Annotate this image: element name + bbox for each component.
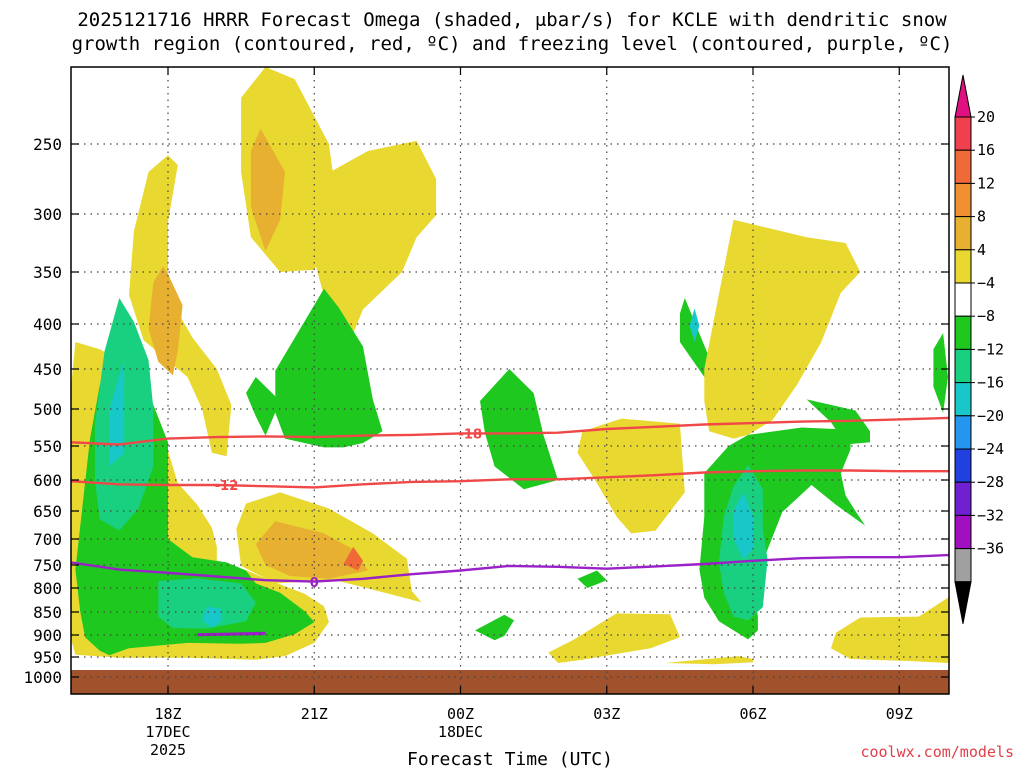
credit-link[interactable]: coolwx.com/models: [860, 743, 1014, 761]
colorbar-swatch-8: [954, 382, 972, 417]
y-tick-label-450: 450: [33, 360, 62, 379]
y-tick-label-300: 300: [33, 205, 62, 224]
ground-below-surface: [71, 670, 949, 694]
colorbar-swatch-2: [954, 182, 972, 218]
x-tick-label-09Z: 09Z: [886, 705, 913, 723]
pressure-axis: 250 300 350 400 450 500 550 600 650 700 750 800 850 9…: [23, 135, 949, 687]
contour-label-dgz-18: -18: [459, 427, 483, 442]
omega-region-22: [689, 308, 700, 342]
y-tick-label-800: 800: [33, 579, 62, 598]
omega-region-8: [148, 266, 183, 376]
colorbar-top-arrow: [954, 74, 972, 118]
chart-title-line-2: growth region (contoured, red, ºC) and f…: [71, 33, 953, 55]
contour-line-dgz-18: [71, 416, 949, 446]
colorbar-label-12: −32: [977, 506, 1004, 524]
x-tick-label-03Z: 03Z: [593, 705, 620, 723]
colorbar-swatch-6: [954, 315, 972, 350]
omega-region-29: [933, 333, 948, 413]
y-tick-label-600: 600: [33, 471, 62, 490]
y-tick-label-500: 500: [33, 400, 62, 419]
omega-region-4: [109, 360, 125, 467]
x-tick-date-18Z: 17DEC: [145, 723, 190, 741]
y-tick-label-550: 550: [33, 437, 62, 456]
colorbar-swatch-0: [954, 116, 972, 151]
omega-region-30: [831, 596, 949, 663]
omega-region-27: [733, 492, 753, 560]
omega-region-33: [665, 656, 753, 665]
colorbar-label-3: 8: [977, 208, 986, 226]
colorbar-label-5: −4: [977, 274, 995, 292]
colorbar-swatch-12: [954, 514, 972, 550]
omega-region-13: [246, 377, 281, 436]
omega-shaded-regions: [71, 67, 1021, 665]
x-tick-year-18Z: 2025: [150, 741, 186, 759]
y-tick-label-350: 350: [33, 263, 62, 282]
colorbar-label-2: 12: [977, 174, 995, 192]
colorbar-label-1: 16: [977, 141, 995, 159]
colorbar-swatch-1: [954, 149, 972, 184]
omega-region-2: [94, 298, 154, 531]
y-tick-label-750: 750: [33, 556, 62, 575]
x-tick-label-06Z: 06Z: [739, 705, 766, 723]
omega-region-32: [972, 598, 1021, 644]
contour-label-freezing-0: 0: [310, 576, 319, 591]
plot-frame: [70, 66, 950, 695]
x-tick-label-21Z: 21Z: [301, 705, 328, 723]
colorbar-swatch-10: [954, 448, 972, 483]
omega-region-3: [158, 578, 256, 629]
y-tick-label-400: 400: [33, 315, 62, 334]
omega-region-19: [475, 614, 515, 641]
colorbar-label-7: −12: [977, 340, 1004, 358]
colorbar-label-8: −16: [977, 374, 1004, 392]
colorbar-swatch-11: [954, 481, 972, 516]
omega-region-12: [275, 288, 383, 448]
omega-region-15: [255, 521, 368, 579]
dotted-gridlines: [71, 67, 949, 694]
colorbar-label-6: −8: [977, 307, 995, 325]
y-tick-label-850: 850: [33, 603, 62, 622]
colorbar-label-10: −24: [977, 440, 1004, 458]
y-tick-label-950: 950: [33, 648, 62, 667]
omega-region-11: [289, 140, 437, 338]
omega-region-24: [704, 219, 861, 439]
x-axis-title: Forecast Time (UTC): [407, 749, 613, 768]
colorbar-swatch-3: [954, 216, 972, 251]
colorbar-swatch-9: [954, 415, 972, 450]
temperature-contours: -18 -12 0: [71, 416, 949, 591]
x-tick-date-00Z: 18DEC: [438, 723, 483, 741]
omega-region-10: [250, 128, 285, 252]
colorbar-bottom-arrow: [954, 581, 972, 624]
colorbar-label-13: −36: [977, 540, 1004, 558]
colorbar-label-11: −28: [977, 473, 1004, 491]
omega-region-21: [679, 298, 714, 377]
y-tick-label-1000: 1000: [23, 668, 62, 687]
contour-label-dgz-12: -12: [215, 479, 239, 494]
omega-region-17: [480, 369, 558, 490]
omega-colorbar: 20 16 12 8 4 −4 −8 −12 −16 −20 −24 −28 −32 −36: [954, 74, 1004, 624]
x-tick-label-18Z: 18Z: [154, 705, 181, 723]
contour-line-freezing-0: [71, 553, 949, 583]
colorbar-swatch-13: [954, 548, 972, 583]
x-tick-label-00Z: 00Z: [447, 705, 474, 723]
colorbar-label-4: 4: [977, 241, 986, 259]
colorbar-swatch-4: [954, 249, 972, 284]
y-tick-label-700: 700: [33, 530, 62, 549]
colorbar-label-0: 20: [977, 108, 995, 126]
omega-region-5: [202, 606, 222, 628]
colorbar-label-9: −20: [977, 407, 1004, 425]
omega-region-7: [129, 155, 232, 457]
y-tick-label-900: 900: [33, 626, 62, 645]
chart-title-line-1: 2025121716 HRRR Forecast Omega (shaded, …: [77, 9, 947, 31]
colorbar-swatch-7: [954, 348, 972, 384]
omega-region-18: [577, 570, 607, 588]
omega-region-20: [548, 613, 680, 663]
colorbar-swatch-5: [954, 282, 972, 317]
y-tick-label-250: 250: [33, 135, 62, 154]
contour-line-dgz-12: [71, 469, 949, 489]
y-tick-label-650: 650: [33, 502, 62, 521]
